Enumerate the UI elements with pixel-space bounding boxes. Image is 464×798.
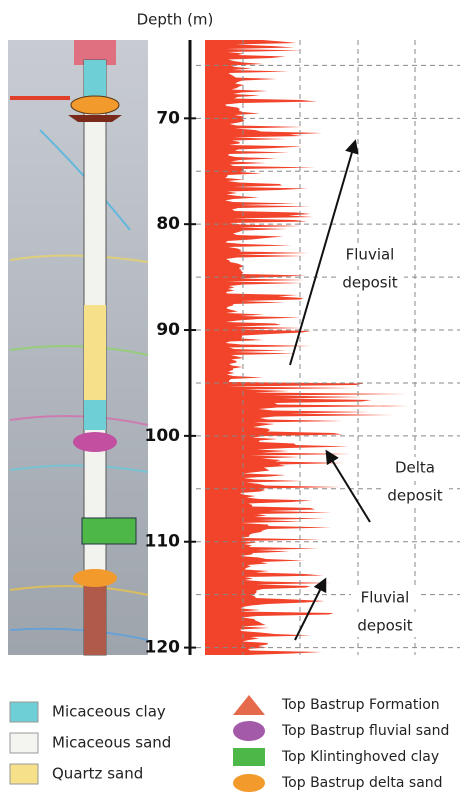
legend-swatch xyxy=(9,732,39,754)
legend-swatch xyxy=(233,774,265,792)
y-tick-label: 90 xyxy=(156,320,180,340)
y-tick-label: 120 xyxy=(145,638,181,658)
y-tick-label: 80 xyxy=(156,214,180,234)
legend-swatch xyxy=(233,695,265,715)
legend-label: Top Bastrup Formation xyxy=(281,697,440,713)
label-bg xyxy=(381,457,449,479)
arrow xyxy=(325,449,371,523)
label-bg xyxy=(336,272,404,294)
label-bg xyxy=(351,587,419,609)
y-tick-label: 100 xyxy=(145,426,181,446)
annotations xyxy=(289,139,371,641)
legend-label: Micaceous sand xyxy=(52,734,171,752)
legend-swatch xyxy=(9,763,39,785)
legend-label: Top Bastrup fluvial sand xyxy=(281,723,449,739)
legend-swatch xyxy=(9,701,39,723)
y-tick-label: 110 xyxy=(145,532,181,552)
3d-panel xyxy=(8,40,149,656)
label-bg xyxy=(336,244,404,266)
legend-label: Top Klintinghoved clay xyxy=(281,749,439,765)
annotation: Fluvial xyxy=(346,246,395,264)
log-trace xyxy=(205,40,409,655)
annotation: deposit xyxy=(357,617,412,635)
legend-label: Micaceous clay xyxy=(52,703,166,721)
arrow xyxy=(289,139,359,366)
legend-label: Top Bastrup delta sand xyxy=(281,775,443,791)
legend-swatch xyxy=(233,748,265,766)
annotation: Fluvial xyxy=(361,589,410,607)
annotation: Delta xyxy=(395,459,435,477)
axis-title: Depth (m) xyxy=(137,11,214,29)
y-tick-label: 70 xyxy=(156,108,180,128)
label-bg xyxy=(381,485,449,507)
label-bg xyxy=(351,615,419,637)
arrow xyxy=(294,577,327,641)
legend-label: Quartz sand xyxy=(52,765,143,783)
annotation: deposit xyxy=(342,274,397,292)
legend-swatch xyxy=(233,721,265,741)
annotation: deposit xyxy=(387,487,442,505)
